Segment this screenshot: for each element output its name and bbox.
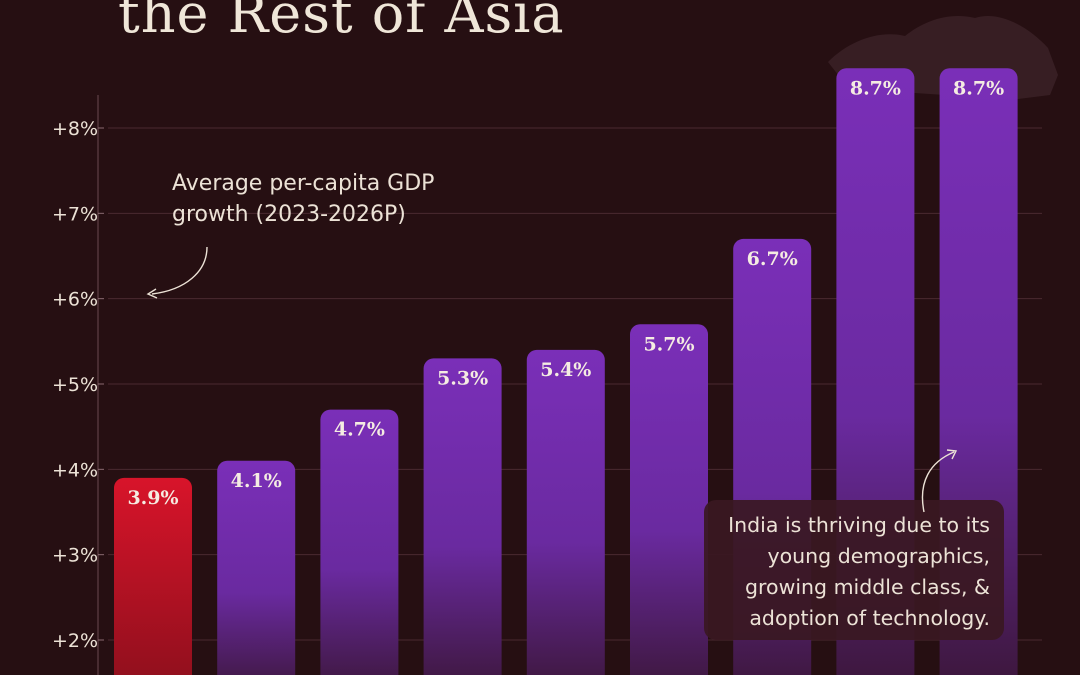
annotation-arrow [151, 246, 208, 295]
india-note-text: India is thriving due to its young demog… [728, 510, 990, 634]
india-note-line-1: India is thriving due to its [728, 513, 990, 537]
y-tick-label: +2% [52, 630, 98, 652]
annotation-line-2: growth (2023-2026P) [172, 202, 406, 227]
data-label: 5.3% [437, 367, 488, 389]
data-label: 3.9% [127, 487, 178, 509]
bar [423, 358, 502, 675]
india-note-line-2: young demographics, [767, 544, 991, 568]
data-label: 4.7% [334, 419, 385, 441]
india-note-line-4: adoption of technology. [749, 606, 990, 630]
y-tick-label: +3% [52, 545, 98, 567]
y-tick-label: +7% [52, 203, 98, 225]
data-label: 8.7% [953, 77, 1004, 99]
bar [320, 409, 399, 675]
india-note-box: India is thriving due to its young demog… [704, 500, 1004, 640]
bar [630, 324, 708, 675]
data-label: 4.1% [231, 470, 282, 492]
note-arrowhead [946, 449, 958, 460]
chart-annotation: Average per-capita GDP growth (2023-2026… [172, 168, 434, 230]
bar [526, 349, 605, 675]
india-note-line-3: growing middle class, & [745, 575, 990, 599]
y-tick-label: +5% [52, 374, 98, 396]
data-label: 5.4% [540, 359, 591, 381]
annotation-line-1: Average per-capita GDP [172, 171, 435, 196]
data-label: 6.7% [747, 248, 798, 270]
bar [217, 460, 296, 675]
y-tick-label: +4% [52, 459, 98, 481]
y-tick-label: +6% [52, 289, 98, 311]
chart-title: the Rest of Asia [118, 0, 565, 45]
data-label: 8.7% [850, 77, 901, 99]
bar [114, 477, 192, 675]
y-tick-label: +8% [52, 118, 98, 140]
data-label: 5.7% [643, 333, 694, 355]
annotation-arrowhead [146, 288, 158, 299]
note-arrow [921, 451, 955, 513]
